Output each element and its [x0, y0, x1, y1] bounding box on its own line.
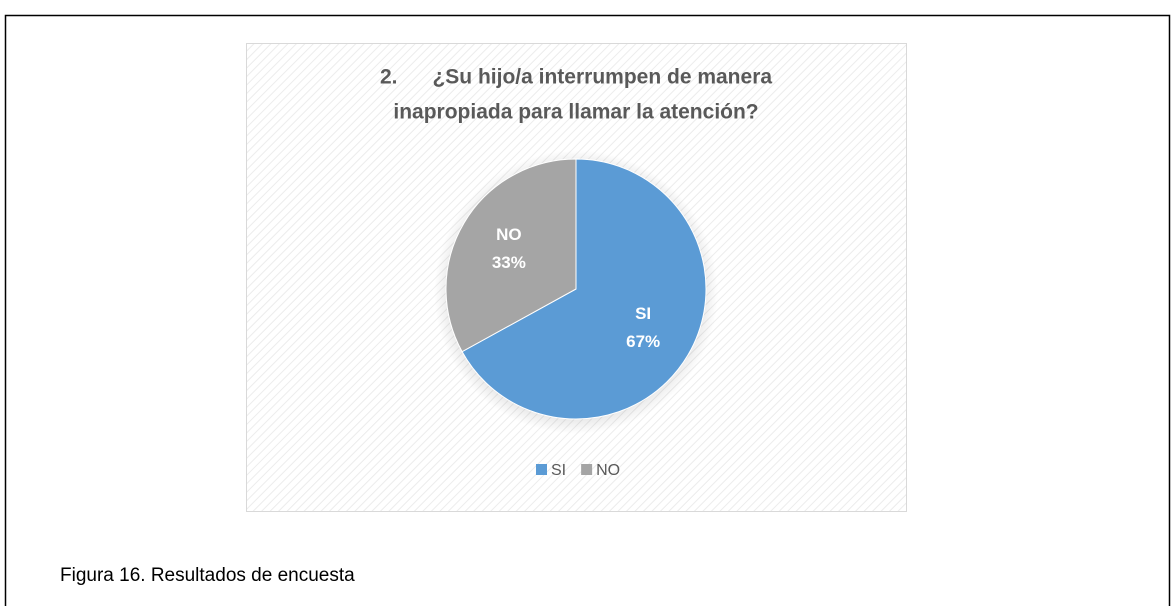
slice-value-label: 33%	[492, 253, 526, 272]
legend-label: SI	[551, 462, 566, 479]
slice-category-label: NO	[496, 225, 522, 244]
pie-slice	[445, 158, 577, 353]
chart-title: inapropiada para llamar la atención?	[393, 101, 758, 124]
frame	[4, 14, 1171, 606]
chart: 2. ¿Su hijo/a interrumpen de manera inapr…	[380, 66, 772, 480]
legend-swatch	[581, 464, 593, 475]
slice-value-label: 67%	[626, 332, 660, 351]
pie-slice	[461, 158, 707, 420]
caption: Figura 16. Resultados de encuesta	[60, 565, 355, 586]
legend-label: NO	[596, 462, 620, 479]
chart-title: 2. ¿Su hijo/a interrumpen de manera	[380, 66, 772, 89]
legend-swatch	[536, 464, 547, 475]
slice-category-label: SI	[635, 304, 651, 323]
